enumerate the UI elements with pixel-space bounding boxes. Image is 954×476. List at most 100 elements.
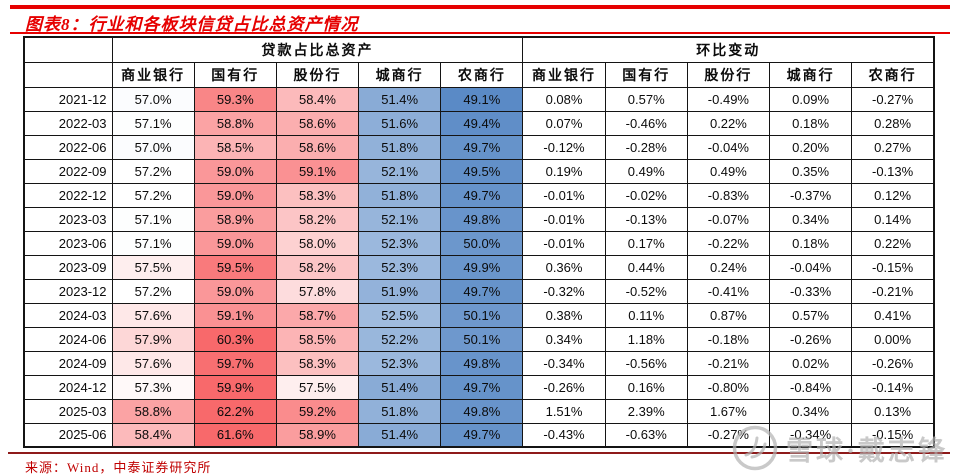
change-cell: -0.27% xyxy=(851,86,935,112)
ratio-cell: 62.2% xyxy=(193,398,277,424)
ratio-cell: 51.8% xyxy=(358,398,442,424)
ratio-cell: 52.1% xyxy=(358,206,442,232)
ratio-cell: 57.3% xyxy=(111,374,195,400)
change-cell: -0.01% xyxy=(522,230,606,256)
change-cell: -0.04% xyxy=(686,134,771,160)
top-accent-bar xyxy=(10,5,950,9)
ratio-cell: 58.6% xyxy=(275,110,360,136)
change-cell: -0.22% xyxy=(686,230,771,256)
table-row: 2022-03 57.1% 58.8% 58.6% 51.6% 49.4% 0.07% -0.… xyxy=(23,110,935,136)
change-cell: 0.22% xyxy=(686,110,771,136)
ratio-cell: 52.3% xyxy=(358,350,442,376)
change-cell: -0.14% xyxy=(851,374,935,400)
change-cell: 0.34% xyxy=(522,326,606,352)
date-cell: 2023-12 xyxy=(23,278,113,304)
ratio-cell: 59.2% xyxy=(275,398,360,424)
change-cell: -0.49% xyxy=(686,86,771,112)
change-cell: 0.19% xyxy=(522,158,606,184)
date-cell: 2024-06 xyxy=(23,326,113,352)
table-row: 2023-09 57.5% 59.5% 58.2% 52.3% 49.9% 0.36% 0.4… xyxy=(23,254,935,280)
change-cell: -0.26% xyxy=(522,374,606,400)
ratio-cell: 52.1% xyxy=(358,158,442,184)
change-cell: -0.26% xyxy=(851,350,935,376)
ratio-cell: 59.9% xyxy=(193,374,277,400)
ratio-cell: 52.3% xyxy=(358,254,442,280)
change-cell: -0.34% xyxy=(768,422,853,448)
ratio-cell: 58.2% xyxy=(275,254,360,280)
ratio-cell: 49.8% xyxy=(440,350,524,376)
change-cell: -0.41% xyxy=(686,278,771,304)
group-header-row: 贷款占比总资产 环比变动 xyxy=(23,36,935,63)
change-cell: 0.36% xyxy=(522,254,606,280)
source-text: 来源：Wind，中泰证券研究所 xyxy=(25,460,212,475)
change-cell: -0.56% xyxy=(604,350,688,376)
change-cell: 0.20% xyxy=(768,134,853,160)
change-cell: 0.16% xyxy=(604,374,688,400)
ratio-cell: 57.1% xyxy=(111,230,195,256)
col-header: 国有行 xyxy=(193,61,277,88)
ratio-cell: 58.6% xyxy=(275,134,360,160)
ratio-cell: 49.8% xyxy=(440,398,524,424)
change-cell: 0.24% xyxy=(686,254,771,280)
ratio-cell: 57.5% xyxy=(111,254,195,280)
date-cell: 2023-09 xyxy=(23,254,113,280)
ratio-cell: 51.4% xyxy=(358,422,442,448)
change-cell: -0.12% xyxy=(522,134,606,160)
ratio-cell: 52.5% xyxy=(358,302,442,328)
table-row: 2023-12 57.2% 59.0% 57.8% 51.9% 49.7% -0.32% -0… xyxy=(23,278,935,304)
ratio-cell: 57.9% xyxy=(111,326,195,352)
corner-cell xyxy=(23,61,113,88)
column-header-row: 商业银行 国有行 股份行 城商行 农商行 商业银行 国有行 股份行 城商行 农商行 xyxy=(23,61,935,88)
col-header: 商业银行 xyxy=(522,61,606,88)
ratio-cell: 58.5% xyxy=(275,326,360,352)
change-cell: 0.28% xyxy=(851,110,935,136)
group-header-loan-ratio: 贷款占比总资产 xyxy=(111,36,524,63)
ratio-cell: 49.7% xyxy=(440,278,524,304)
ratio-cell: 52.2% xyxy=(358,326,442,352)
change-cell: -0.83% xyxy=(686,182,771,208)
ratio-cell: 57.0% xyxy=(111,134,195,160)
date-cell: 2024-09 xyxy=(23,350,113,376)
change-cell: 0.38% xyxy=(522,302,606,328)
col-header: 商业银行 xyxy=(111,61,195,88)
ratio-cell: 58.4% xyxy=(275,86,360,112)
ratio-cell: 52.3% xyxy=(358,230,442,256)
ratio-cell: 49.7% xyxy=(440,182,524,208)
ratio-cell: 49.9% xyxy=(440,254,524,280)
change-cell: 0.00% xyxy=(851,326,935,352)
date-cell: 2025-06 xyxy=(23,422,113,448)
change-cell: 0.12% xyxy=(851,182,935,208)
change-cell: 0.57% xyxy=(768,302,853,328)
col-header: 农商行 xyxy=(851,61,935,88)
change-cell: 0.49% xyxy=(686,158,771,184)
change-cell: -0.13% xyxy=(604,206,688,232)
change-cell: -0.33% xyxy=(768,278,853,304)
change-cell: 0.13% xyxy=(851,398,935,424)
ratio-cell: 58.3% xyxy=(275,182,360,208)
change-cell: 0.49% xyxy=(604,158,688,184)
change-cell: 0.14% xyxy=(851,206,935,232)
ratio-cell: 59.0% xyxy=(193,230,277,256)
ratio-cell: 59.0% xyxy=(193,278,277,304)
change-cell: -0.46% xyxy=(604,110,688,136)
table-row: 2024-09 57.6% 59.7% 58.3% 52.3% 49.8% -0.34% -0… xyxy=(23,350,935,376)
ratio-cell: 58.7% xyxy=(275,302,360,328)
change-cell: 0.17% xyxy=(604,230,688,256)
change-cell: 0.09% xyxy=(768,86,853,112)
ratio-cell: 57.1% xyxy=(111,110,195,136)
ratio-cell: 59.3% xyxy=(193,86,277,112)
change-cell: -0.28% xyxy=(604,134,688,160)
ratio-cell: 58.3% xyxy=(275,350,360,376)
ratio-cell: 49.4% xyxy=(440,110,524,136)
ratio-cell: 57.2% xyxy=(111,158,195,184)
ratio-cell: 58.9% xyxy=(193,206,277,232)
change-cell: 0.27% xyxy=(851,134,935,160)
date-cell: 2023-03 xyxy=(23,206,113,232)
table-row: 2025-03 58.8% 62.2% 59.2% 51.8% 49.8% 1.51% 2.3… xyxy=(23,398,935,424)
date-cell: 2024-12 xyxy=(23,374,113,400)
change-cell: 0.34% xyxy=(768,206,853,232)
date-cell: 2022-06 xyxy=(23,134,113,160)
change-cell: 0.44% xyxy=(604,254,688,280)
table-row: 2022-06 57.0% 58.5% 58.6% 51.8% 49.7% -0.12% -0… xyxy=(23,134,935,160)
title-underline xyxy=(10,32,950,34)
